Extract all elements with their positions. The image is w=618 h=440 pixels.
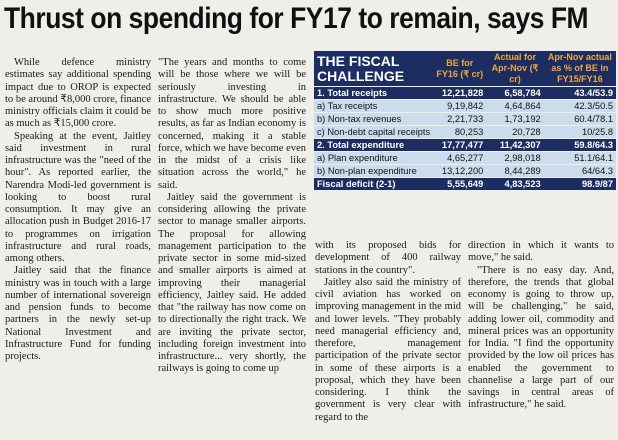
fiscal-table-box: THE FISCAL CHALLENGE BE for FY16 (₹ cr) … (314, 50, 616, 236)
table-cell: 4,83,523 (504, 179, 541, 189)
table-row: 2. Total expenditure 17,77,477 11,42,307 59… (314, 139, 616, 151)
paragraph: Jaitley also said the ministry of civil … (315, 276, 461, 423)
table-row: a) Tax receipts 9,19,842 4,64,864 42.3/50.5 (314, 100, 616, 112)
row-label: a) Tax receipts (317, 101, 378, 111)
table-body: 1. Total receipts 12,21,828 6,58,784 43.4/5… (314, 87, 616, 190)
table-cell: 1,73,192 (504, 114, 541, 124)
column-header: Actual for Apr-Nov (₹ cr) (491, 52, 539, 84)
paragraph: "There is no easy day. And, therefore, t… (468, 264, 614, 411)
table-cell: 2,98,018 (504, 153, 541, 163)
table-cell: 80,253 (454, 127, 484, 137)
table-row: c) Non-debt capital receipts 80,253 20,728… (314, 126, 616, 138)
row-label: 1. Total receipts (317, 88, 388, 98)
table-cell: 98.9/87 (581, 179, 613, 189)
table-title: THE FISCAL CHALLENGE (317, 52, 405, 84)
column: direction in which it wants to move," he… (468, 240, 614, 440)
column-header: Apr-Nov actual as % of BE in FY15/FY16 (547, 52, 612, 84)
table-cell: 4,65,277 (447, 153, 484, 163)
table-cell: 17,77,477 (441, 140, 484, 150)
table-cell: 20,728 (512, 127, 541, 137)
table-cell: 12,21,828 (441, 88, 484, 98)
table-cell: 2,21,733 (447, 114, 484, 124)
paragraph: "The years and months to come will be th… (158, 57, 306, 191)
table-cell: 11,42,307 (499, 140, 541, 150)
table-cell: 9,19,842 (447, 101, 484, 111)
paragraph: While defence ministry estimates say add… (5, 57, 151, 130)
table-cell: 43.4/53.9 (574, 88, 613, 98)
row-label: b) Non-tax revenues (317, 114, 402, 124)
table-cell: 8,44,289 (504, 166, 541, 176)
table-row: b) Non-plan expenditure 13,12,200 8,44,289… (314, 165, 616, 177)
row-label: b) Non-plan expenditure (317, 166, 417, 176)
table-header: THE FISCAL CHALLENGE BE for FY16 (₹ cr) … (314, 51, 616, 86)
table-cell: 4,64,864 (504, 101, 541, 111)
paragraph: Speaking at the event, Jaitley said inve… (5, 130, 151, 265)
table-cell: 60.4/78.1 (574, 114, 613, 124)
table-cell: 6,58,784 (504, 88, 541, 98)
fiscal-table: THE FISCAL CHALLENGE BE for FY16 (₹ cr) … (314, 50, 616, 191)
table-cell: 51.1/64.1 (574, 153, 613, 163)
column: While defence ministry estimates say add… (5, 57, 151, 440)
row-label: 2. Total expenditure (317, 140, 405, 150)
table-cell: 5,55,649 (447, 179, 484, 189)
table-cell: 59.8/64.3 (574, 140, 613, 150)
headline: Thrust on spending for FY17 to remain, s… (4, 2, 589, 35)
paragraph: with its proposed bids for development o… (315, 240, 461, 276)
table-row: Fiscal deficit (2-1) 5,55,649 4,83,523 98.9… (314, 178, 616, 190)
table-cell: 64/64.3 (581, 166, 613, 176)
row-label: Fiscal deficit (2-1) (317, 179, 396, 189)
table-row: 1. Total receipts 12,21,828 6,58,784 43.4/5… (314, 87, 616, 99)
table-cell: 10/25.8 (581, 127, 613, 137)
row-label: a) Plan expenditure (317, 153, 398, 163)
column: "The years and months to come will be th… (158, 57, 306, 440)
paragraph: direction in which it wants to move," he… (468, 240, 614, 264)
column: with its proposed bids for development o… (315, 240, 461, 440)
table-row: b) Non-tax revenues 2,21,733 1,73,192 60.4/… (314, 113, 616, 125)
paragraph: Jaitley said that the finance ministry w… (5, 265, 151, 362)
column-header: BE for FY16 (₹ cr) (436, 57, 484, 79)
paragraph: Jaitley said the government is consideri… (158, 191, 306, 375)
table-cell: 13,12,200 (441, 166, 484, 176)
table-cell: 42.3/50.5 (574, 101, 613, 111)
row-label: c) Non-debt capital receipts (317, 127, 431, 137)
table-row: a) Plan expenditure 4,65,277 2,98,018 51.1/… (314, 152, 616, 164)
